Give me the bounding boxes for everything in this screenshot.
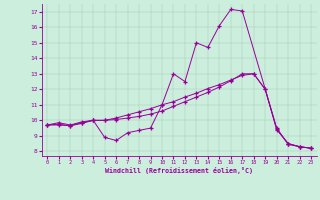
X-axis label: Windchill (Refroidissement éolien,°C): Windchill (Refroidissement éolien,°C) [105,167,253,174]
